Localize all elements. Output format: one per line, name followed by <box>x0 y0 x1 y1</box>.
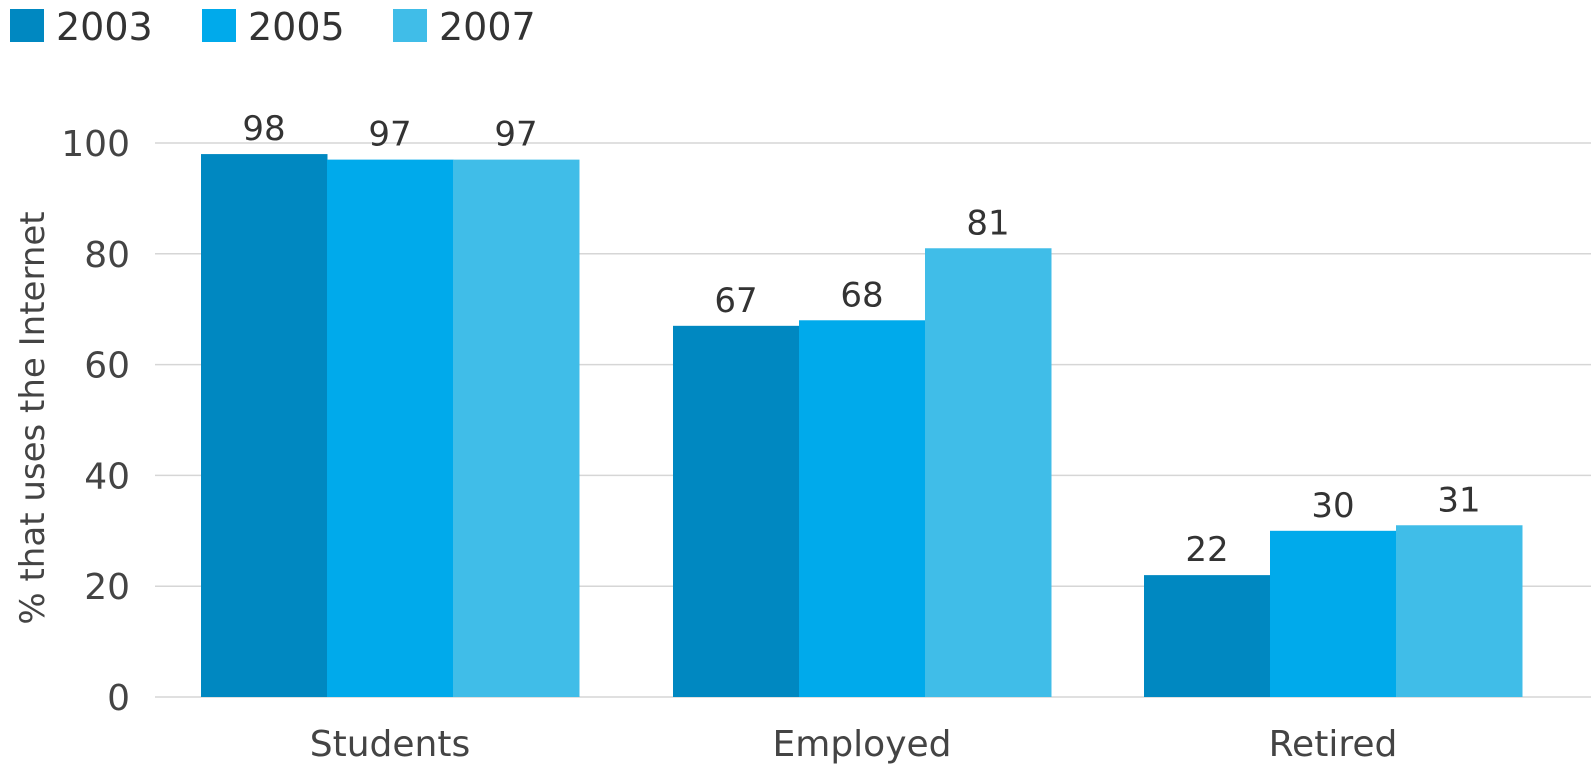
bar-retired-2007 <box>1396 525 1523 697</box>
y-tick-label-60: 60 <box>84 346 130 387</box>
x-axis-labels: Students Employed Retired <box>310 724 1398 765</box>
y-tick-label-40: 40 <box>84 456 130 497</box>
data-label-employed-2005: 68 <box>840 275 883 315</box>
x-label-retired: Retired <box>1269 724 1398 765</box>
y-axis-ticks: 0 20 40 60 80 100 <box>61 124 130 719</box>
data-label-students-2003: 98 <box>242 109 285 149</box>
y-tick-label-0: 0 <box>107 678 130 719</box>
legend-label-2007: 2007 <box>439 5 536 49</box>
bar-students-2007 <box>453 159 580 697</box>
bar-employed-2007 <box>925 248 1052 697</box>
data-label-retired-2003: 22 <box>1185 530 1228 570</box>
data-label-retired-2007: 31 <box>1437 480 1480 520</box>
bar-retired-2005 <box>1270 530 1397 697</box>
y-tick-label-100: 100 <box>61 124 130 165</box>
legend-label-2005: 2005 <box>248 5 345 49</box>
data-label-students-2005: 97 <box>368 115 411 155</box>
bars <box>201 154 1523 697</box>
y-tick-label-20: 20 <box>84 567 130 608</box>
y-axis-title: % that uses the Internet <box>13 211 53 624</box>
data-labels: 98 97 97 67 68 81 22 30 31 <box>242 109 1480 570</box>
bar-retired-2003 <box>1144 575 1271 697</box>
legend-swatch-2005 <box>202 9 236 42</box>
data-label-retired-2005: 30 <box>1311 486 1354 526</box>
legend-swatch-2007 <box>393 9 427 42</box>
bar-employed-2005 <box>799 320 926 697</box>
y-tick-label-80: 80 <box>84 235 130 276</box>
bar-students-2005 <box>327 159 454 697</box>
legend-label-2003: 2003 <box>56 5 153 49</box>
legend: 2003 2005 2007 <box>10 5 536 49</box>
data-label-employed-2003: 67 <box>714 281 757 321</box>
bar-students-2003 <box>201 154 328 697</box>
bar-employed-2003 <box>673 325 800 697</box>
data-label-students-2007: 97 <box>494 115 537 155</box>
legend-swatch-2003 <box>10 9 44 42</box>
x-label-employed: Employed <box>773 724 952 765</box>
data-label-employed-2007: 81 <box>966 203 1009 243</box>
x-label-students: Students <box>310 724 470 765</box>
